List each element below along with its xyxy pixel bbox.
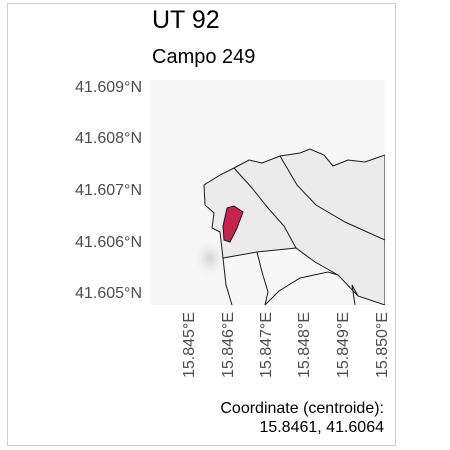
y-axis: 41.609°N 41.608°N 41.607°N 41.606°N 41.6… xyxy=(75,79,142,302)
x-tick-label: 15.847°E xyxy=(258,312,275,378)
parcel-layer xyxy=(192,148,385,305)
parcel-boundary-6 xyxy=(351,284,359,305)
map-title: UT 92 xyxy=(152,6,220,34)
x-tick-label: 15.850°E xyxy=(374,312,391,378)
map-subtitle: Campo 249 xyxy=(152,46,256,68)
x-axis: 15.845°E 15.846°E 15.847°E 15.848°E 15.8… xyxy=(181,312,391,378)
centroid-label: Coordinate (centroide): xyxy=(220,400,384,417)
x-tick-label: 15.846°E xyxy=(220,312,237,378)
x-tick-label: 15.848°E xyxy=(296,312,313,378)
x-tick-label: 15.849°E xyxy=(335,312,352,378)
y-tick-label: 41.606°N xyxy=(75,234,142,251)
parcel-boundary-1 xyxy=(279,155,385,241)
centroid-value: 15.8461, 41.6064 xyxy=(259,419,384,436)
parcel-boundary-5 xyxy=(264,271,339,305)
x-tick-label: 15.845°E xyxy=(181,312,198,378)
selected-parcel-249[interactable] xyxy=(222,205,244,243)
y-tick-label: 41.608°N xyxy=(75,130,142,147)
parcel-boundary-3 xyxy=(222,257,233,305)
y-tick-label: 41.605°N xyxy=(75,285,142,302)
y-tick-label: 41.609°N xyxy=(75,79,142,96)
terrain-shadow xyxy=(192,236,228,280)
y-tick-label: 41.607°N xyxy=(75,182,142,199)
parcel-boundary-2 xyxy=(233,167,297,249)
parcel-boundary-4 xyxy=(256,251,269,305)
